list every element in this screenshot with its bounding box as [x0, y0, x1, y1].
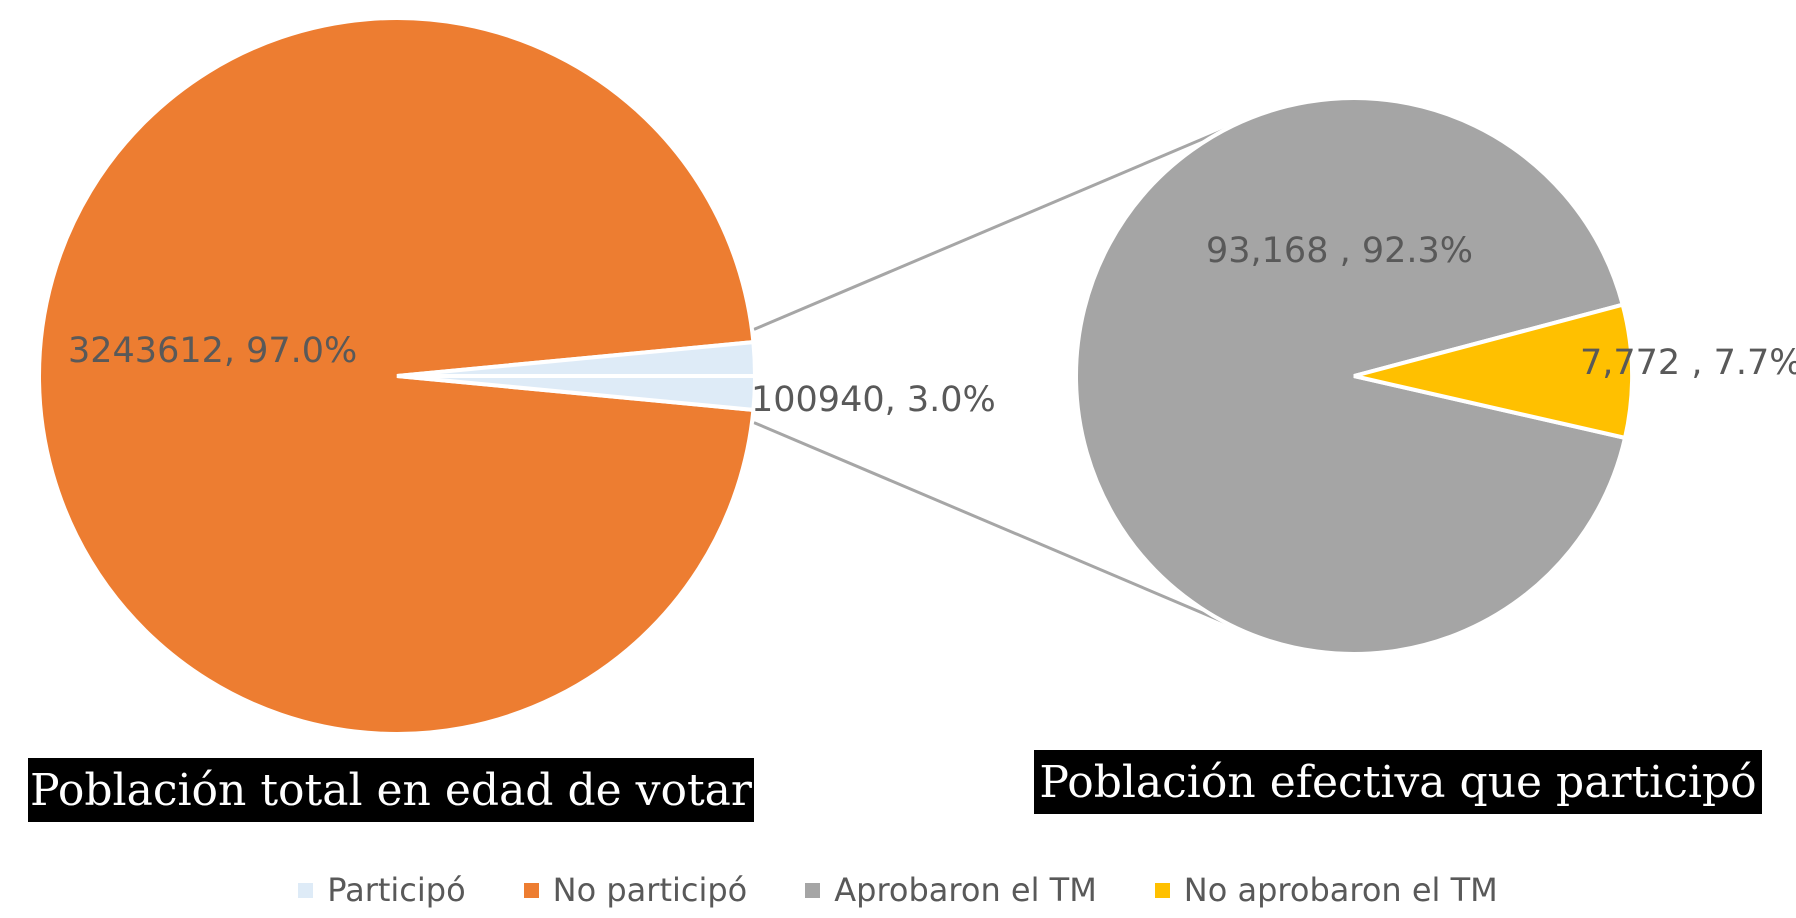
legend-item-aprobaron: Aprobaron el TM: [805, 871, 1097, 909]
legend-item-no-participo: No participó: [523, 871, 748, 909]
data-label-no-aprobaron-el-tm: 7,772 , 7.7%: [1580, 343, 1796, 383]
pie-slice-no-aprobaron-el-tm: [1353, 302, 1634, 441]
legend-label-participo: Participó: [327, 871, 466, 909]
secondary-pie-title: Población efectiva que participó: [1034, 750, 1762, 814]
secondary-pie: [1074, 96, 1634, 657]
data-labels: 3243612, 97.0% 100940, 3.0% 93,168 , 92.3%…: [68, 231, 1796, 420]
legend-swatch-aprobaron: [805, 882, 821, 898]
connector-lines: [753, 126, 1229, 626]
connector-line-bottom: [753, 421, 1229, 626]
pie-slice-aprobaron-el-tm: [1074, 96, 1628, 657]
legend-swatch-no-aprobaron: [1154, 882, 1170, 898]
data-label-aprobaron-el-tm: 93,168 , 92.3%: [1206, 231, 1473, 271]
legend-item-participo: Participó: [298, 871, 466, 909]
legend-label-no-aprobaron: No aprobaron el TM: [1183, 871, 1498, 909]
connector-line-top: [753, 126, 1229, 331]
primary-pie: [37, 16, 758, 736]
data-label-no-participo: 3243612, 97.0%: [68, 331, 357, 371]
legend-label-aprobaron: Aprobaron el TM: [834, 871, 1097, 909]
legend-swatch-participo: [298, 882, 314, 898]
legend-swatch-no-participo: [523, 882, 539, 898]
primary-pie-title: Población total en edad de votar: [28, 758, 754, 822]
pie-slice-no-participo: [37, 16, 756, 736]
legend-item-no-aprobaron: No aprobaron el TM: [1154, 871, 1498, 909]
pie-slice-participo-lower: [396, 374, 758, 413]
data-label-participo: 100940, 3.0%: [751, 380, 996, 420]
legend-label-no-participo: No participó: [552, 871, 748, 909]
legend: Participó No participó Aprobaron el TM N…: [0, 868, 1796, 912]
